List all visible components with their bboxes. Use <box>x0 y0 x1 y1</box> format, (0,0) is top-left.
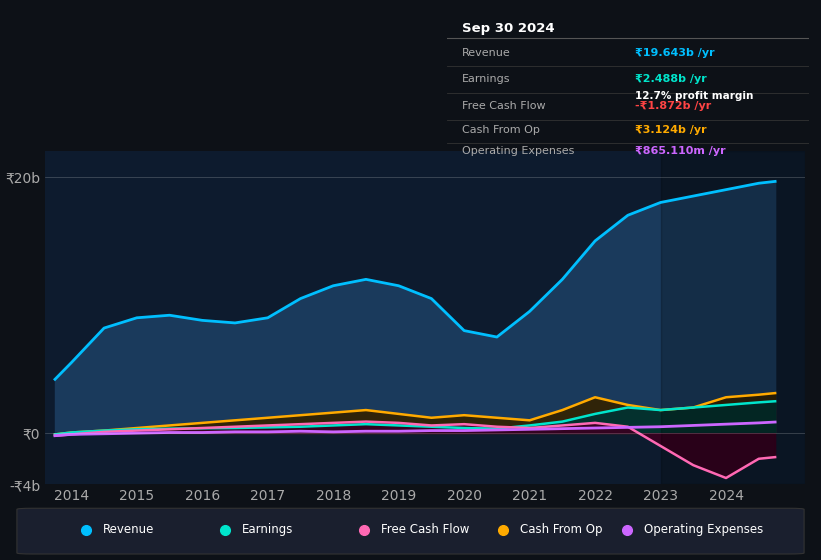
Text: ₹3.124b /yr: ₹3.124b /yr <box>635 125 707 135</box>
Text: -₹1.872b /yr: -₹1.872b /yr <box>635 101 712 111</box>
Text: Earnings: Earnings <box>242 523 294 536</box>
Text: Revenue: Revenue <box>103 523 154 536</box>
Text: Operating Expenses: Operating Expenses <box>644 523 763 536</box>
Text: Cash From Op: Cash From Op <box>462 125 539 135</box>
Bar <box>661 151 805 484</box>
FancyBboxPatch shape <box>17 508 804 554</box>
Text: ₹2.488b /yr: ₹2.488b /yr <box>635 74 707 85</box>
Text: Cash From Op: Cash From Op <box>520 523 603 536</box>
Text: Free Cash Flow: Free Cash Flow <box>381 523 470 536</box>
Text: Free Cash Flow: Free Cash Flow <box>462 101 545 111</box>
Text: Earnings: Earnings <box>462 74 511 85</box>
Text: Revenue: Revenue <box>462 48 511 58</box>
Text: ₹865.110m /yr: ₹865.110m /yr <box>635 146 726 156</box>
Text: Sep 30 2024: Sep 30 2024 <box>462 22 554 35</box>
Text: 12.7% profit margin: 12.7% profit margin <box>635 91 754 101</box>
Text: Operating Expenses: Operating Expenses <box>462 146 574 156</box>
Text: ₹19.643b /yr: ₹19.643b /yr <box>635 48 715 58</box>
